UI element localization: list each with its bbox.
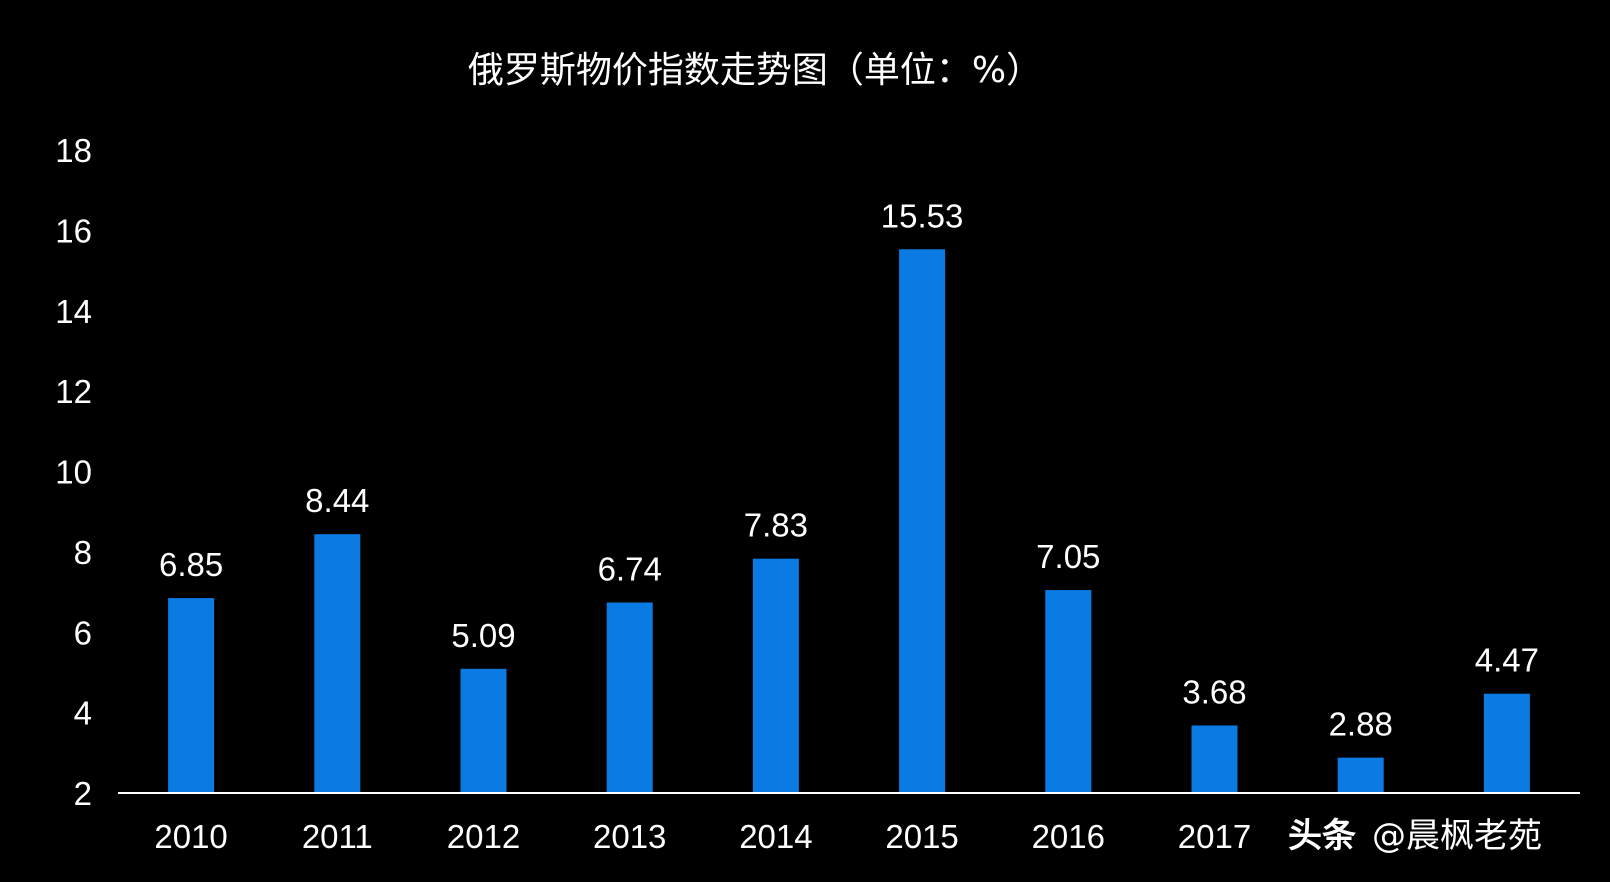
- data-label: 4.47: [1475, 642, 1539, 679]
- data-label: 7.05: [1036, 538, 1100, 575]
- data-label: 8.44: [305, 482, 369, 519]
- y-tick-label: 18: [55, 132, 92, 169]
- x-tick-label: 2012: [447, 818, 520, 855]
- x-tick-label: 2011: [302, 818, 373, 855]
- bar-2013: [606, 602, 653, 793]
- x-tick-label: 2015: [885, 818, 958, 855]
- y-axis-ticks: 2 4 6 8 10 12 14 16 18: [55, 132, 92, 812]
- y-tick-label: 10: [55, 454, 92, 491]
- watermark-brand: 头条: [1288, 816, 1356, 856]
- y-tick-label: 6: [74, 614, 92, 651]
- y-tick-label: 2: [74, 775, 92, 812]
- bars: [168, 249, 1530, 793]
- y-tick-label: 8: [74, 534, 92, 571]
- data-label: 7.83: [744, 507, 808, 544]
- y-tick-label: 4: [74, 695, 92, 732]
- data-label: 6.85: [159, 546, 223, 583]
- bar-2014: [752, 558, 799, 793]
- bar-2012: [460, 668, 507, 793]
- x-tick-label: 2017: [1178, 818, 1251, 855]
- x-tick-label: 2013: [593, 818, 666, 855]
- x-tick-label: 2016: [1032, 818, 1105, 855]
- data-labels: 6.85 8.44 5.09 6.74 7.83 15.53 7.05 3.68 2.88 4.4…: [159, 197, 1539, 742]
- bar-2018: [1337, 757, 1384, 793]
- bar-2016: [1045, 590, 1092, 793]
- y-tick-label: 16: [55, 212, 92, 249]
- watermark: 头条 @晨枫老苑: [1288, 816, 1542, 856]
- y-tick-label: 14: [55, 293, 92, 330]
- data-label: 2.88: [1329, 706, 1393, 743]
- bar-2010: [168, 598, 215, 793]
- bar-2017: [1191, 725, 1238, 793]
- data-label: 6.74: [598, 551, 662, 588]
- bar-2019: [1483, 693, 1530, 793]
- watermark-handle: @晨枫老苑: [1372, 816, 1542, 856]
- x-axis-ticks: 2010 2011 2012 2013 2014 2015 2016 2017: [154, 818, 1251, 855]
- bar-2015: [899, 249, 946, 793]
- data-label: 15.53: [881, 197, 964, 234]
- bar-2011: [314, 534, 361, 793]
- y-tick-label: 12: [55, 373, 92, 410]
- chart-title: 俄罗斯物价指数走势图（单位：%）: [468, 50, 1042, 91]
- data-label: 5.09: [451, 617, 515, 654]
- data-label: 3.68: [1182, 673, 1246, 710]
- x-tick-label: 2010: [154, 818, 227, 855]
- x-tick-label: 2014: [739, 818, 812, 855]
